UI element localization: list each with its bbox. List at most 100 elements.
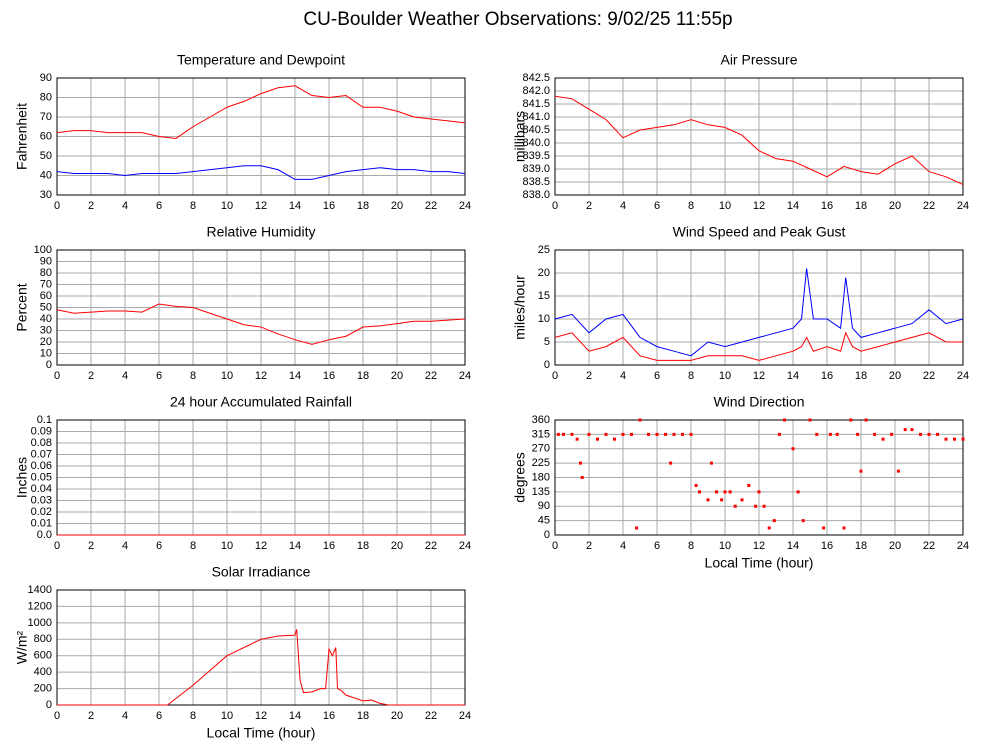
data-point <box>728 490 732 494</box>
y-tick-label: 0.05 <box>31 471 52 483</box>
data-point <box>828 432 832 436</box>
data-point <box>570 432 574 436</box>
x-tick-label: 10 <box>221 200 233 212</box>
x-tick-label: 18 <box>357 540 369 552</box>
data-point <box>596 437 599 441</box>
x-tick-label: 16 <box>323 540 335 552</box>
y-tick-label: 0.04 <box>31 483 52 495</box>
data-point <box>562 432 565 436</box>
x-axis-label: Local Time (hour) <box>207 725 316 741</box>
chart: Temperature and DewpointFahrenheit304050… <box>14 52 471 212</box>
y-tick-label: 200 <box>34 682 52 694</box>
y-tick-label: 0.09 <box>31 425 52 437</box>
y-tick-label: 15 <box>538 290 550 302</box>
data-point <box>630 432 633 436</box>
x-tick-label: 10 <box>221 370 233 382</box>
data-point <box>927 432 931 436</box>
x-tick-label: 16 <box>821 370 833 382</box>
x-tick-label: 14 <box>289 200 301 212</box>
x-tick-label: 14 <box>289 710 301 722</box>
data-point <box>647 432 650 436</box>
x-tick-label: 16 <box>323 200 335 212</box>
x-tick-label: 22 <box>425 370 437 382</box>
y-tick-label: 90 <box>538 500 550 512</box>
y-tick-label: 10 <box>40 347 52 359</box>
plot-frame <box>56 589 466 706</box>
y-tick-label: 1200 <box>28 600 52 612</box>
y-tick-label: 225 <box>532 457 550 469</box>
x-tick-label: 2 <box>88 540 94 552</box>
x-tick-label: 20 <box>391 710 403 722</box>
data-point <box>720 498 724 502</box>
y-tick-label: 1400 <box>28 584 52 596</box>
data-point <box>740 498 744 502</box>
data-point <box>801 519 805 523</box>
x-tick-label: 8 <box>190 710 196 722</box>
y-tick-label: 5 <box>544 336 550 348</box>
x-tick-label: 0 <box>54 540 60 552</box>
x-tick-label: 6 <box>654 200 660 212</box>
data-point <box>822 526 826 530</box>
x-axis-label: Local Time (hour) <box>705 555 814 571</box>
y-tick-label: 0.03 <box>31 494 52 506</box>
y-tick-label: 840.5 <box>522 124 550 136</box>
x-tick-label: 20 <box>391 540 403 552</box>
data-point <box>579 461 582 465</box>
data-point <box>613 437 616 441</box>
x-tick-label: 24 <box>957 370 969 382</box>
y-tick-label: 25 <box>538 244 550 256</box>
x-tick-label: 8 <box>688 200 694 212</box>
data-point <box>575 437 579 441</box>
plot-frame <box>554 419 964 536</box>
y-tick-label: 40 <box>40 169 52 181</box>
data-line <box>554 95 964 186</box>
data-point <box>681 432 684 436</box>
plot-frame <box>554 77 964 196</box>
x-tick-label: 18 <box>855 200 867 212</box>
x-tick-label: 6 <box>654 540 660 552</box>
x-tick-label: 8 <box>688 370 694 382</box>
data-point <box>944 437 948 441</box>
x-tick-label: 18 <box>357 370 369 382</box>
y-tick-label: 30 <box>40 189 52 201</box>
y-tick-label: 842.5 <box>522 72 550 84</box>
x-tick-label: 12 <box>753 540 765 552</box>
x-tick-label: 22 <box>425 710 437 722</box>
y-tick-label: 40 <box>40 313 52 325</box>
x-tick-label: 24 <box>459 540 471 552</box>
y-tick-label: 100 <box>34 244 52 256</box>
y-tick-label: 838.0 <box>522 189 550 201</box>
data-point <box>672 432 676 436</box>
data-point <box>849 418 853 422</box>
y-tick-label: 0.07 <box>31 448 52 460</box>
x-tick-label: 12 <box>255 710 267 722</box>
chart-title: Wind Speed and Peak Gust <box>673 224 846 240</box>
chart: Wind Direction degrees Local Time (hour) 0 4… <box>512 394 969 571</box>
chart-title: Wind Direction <box>713 394 804 410</box>
y-tick-label: 0.08 <box>31 437 52 449</box>
x-tick-label: 8 <box>190 370 196 382</box>
y-tick-label: 0 <box>544 359 550 371</box>
x-tick-label: 24 <box>459 370 471 382</box>
y-tick-label: 0.02 <box>31 506 52 518</box>
x-tick-label: 22 <box>923 370 935 382</box>
x-tick-label: 8 <box>190 200 196 212</box>
x-tick-label: 20 <box>391 200 403 212</box>
chart: Wind Speed and Peak Gust miles/hour 0 5 10 15… <box>512 224 969 382</box>
y-tick-label: 70 <box>40 111 52 123</box>
x-tick-label: 8 <box>190 540 196 552</box>
data-point <box>864 418 868 422</box>
x-tick-label: 2 <box>88 370 94 382</box>
x-tick-label: 6 <box>654 370 660 382</box>
x-tick-label: 22 <box>923 540 935 552</box>
data-point <box>767 526 771 530</box>
x-tick-label: 14 <box>787 370 799 382</box>
data-point <box>777 432 781 436</box>
y-tick-label: 360 <box>532 414 550 426</box>
y-axis-label: Inches <box>14 457 30 498</box>
data-point <box>706 498 710 502</box>
data-point <box>859 469 863 473</box>
y-tick-label: 800 <box>34 633 52 645</box>
y-axis-label: Fahrenheit <box>14 103 30 170</box>
y-tick-label: 30 <box>40 324 52 336</box>
